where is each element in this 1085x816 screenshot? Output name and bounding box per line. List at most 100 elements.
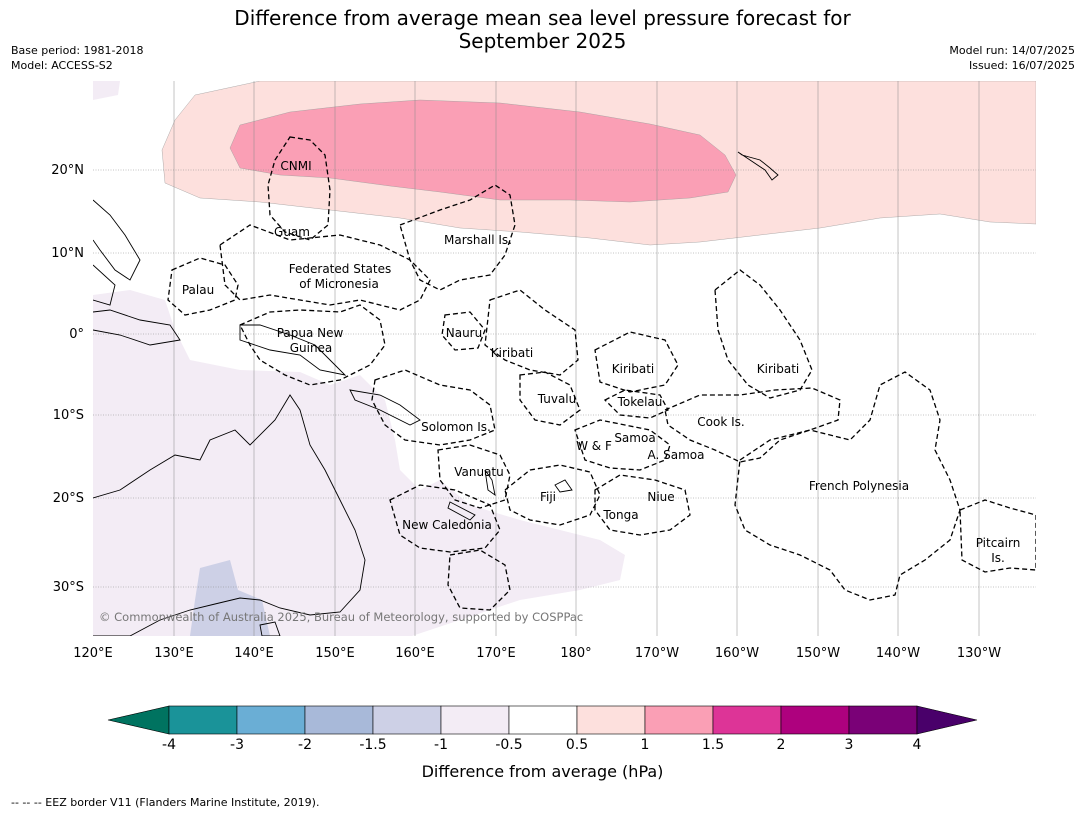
colorbar-tick: 3 [844, 737, 854, 753]
label-new-caledonia: New Caledonia [402, 518, 492, 532]
model-name: Model: ACCESS-S2 [11, 59, 113, 72]
label-tokelau: Tokelau [617, 395, 663, 409]
eez-fsm [219, 224, 431, 311]
lon-tick-label: 160°E [395, 646, 435, 661]
label-pitcairn-1: Pitcairn [976, 536, 1021, 550]
colorbar-tick: -1.5 [359, 737, 387, 753]
label-guam: Guam [274, 225, 310, 239]
label-pitcairn-2: Is. [991, 551, 1005, 565]
lon-tick-label: 130°E [154, 646, 194, 661]
eez-vanuatu [437, 444, 511, 509]
colorbar-tick: 1 [640, 737, 650, 753]
lon-tick-label: 130°W [957, 646, 1001, 661]
colorbar-swatch [780, 705, 850, 735]
label-solomon: Solomon Is. [421, 420, 491, 434]
issued-date: Issued: 16/07/2025 [968, 59, 1075, 72]
colorbar-swatch [236, 705, 306, 735]
colorbar-tick: -4 [162, 737, 176, 753]
colorbar-tick: -0.5 [495, 737, 523, 753]
label-cook: Cook Is. [697, 415, 744, 429]
eez-norfolk [447, 549, 511, 611]
colorbar-swatch [168, 705, 238, 735]
colorbar-tick: 1.5 [701, 737, 725, 753]
label-nauru: Nauru [446, 326, 482, 340]
colorbar-tick: -2 [298, 737, 312, 753]
colorbar-swatch [372, 705, 442, 735]
colorbar-swatch [304, 705, 374, 735]
colorbar-swatch [712, 705, 782, 735]
eez-kiribati-central [594, 331, 679, 393]
meta-left: Base period: 1981-2018 Model: ACCESS-S2 [11, 43, 143, 73]
label-fsm-1: Federated States [289, 262, 391, 276]
lon-tick-label: 170°W [635, 646, 679, 661]
lat-tick-label: 0° [69, 327, 84, 342]
eez-footnote: -- -- -- EEZ border V11 (Flanders Marine… [11, 796, 320, 809]
eez-nauru [441, 311, 486, 351]
colorbar-swatch [848, 705, 918, 735]
label-kiribati-west: Kiribati [491, 346, 533, 360]
lon-tick-label: 170°E [476, 646, 516, 661]
region-labels: CNMI Guam Marshall Is. Palau Federated S… [182, 159, 1020, 565]
meta-right: Model run: 14/07/2025 Issued: 16/07/2025 [949, 43, 1075, 73]
fiji-coast [554, 479, 573, 493]
colorbar-tick: 2 [776, 737, 786, 753]
hawaii-coast [737, 151, 779, 181]
colorbar-label: Difference from average (hPa) [421, 762, 664, 781]
australia-coast [93, 394, 366, 636]
tasmania-coast [259, 621, 281, 636]
lon-tick-label: 150°E [315, 646, 355, 661]
copyright-text: © Commonwealth of Australia 2025, Bureau… [99, 610, 583, 624]
label-fiji: Fiji [540, 490, 556, 504]
eez-png [239, 304, 386, 386]
label-cnmi: CNMI [280, 159, 311, 173]
anomaly-area-minus-0-5 [93, 290, 625, 636]
lon-tick-label: 120°E [73, 646, 113, 661]
colorbar-swatch [440, 705, 510, 735]
eez-palau [167, 257, 239, 316]
longitude-labels: 120°E 130°E 140°E 150°E 160°E 170°E 180° 170°W 1… [73, 646, 1001, 661]
label-asamoa: A. Samoa [648, 448, 705, 462]
map-figure: © Commonwealth of Australia 2025, Bureau… [51, 81, 1036, 661]
eez-tonga-niue [594, 474, 691, 536]
lon-tick-label: 140°W [876, 646, 920, 661]
colorbar-swatch [576, 705, 646, 735]
eez-cnmi-guam [267, 136, 331, 241]
label-niue: Niue [647, 490, 674, 504]
colorbar-tick: 4 [912, 737, 922, 753]
map-title: Difference from average mean sea level p… [0, 7, 1085, 53]
colorbar-extend-high [916, 705, 978, 735]
eez-new-caledonia [389, 484, 501, 553]
lat-tick-label: 10°S [53, 408, 84, 423]
png-coast [239, 324, 347, 376]
colorbar-tick: 0.5 [565, 737, 589, 753]
model-run: Model run: 14/07/2025 [949, 44, 1075, 57]
eez-tokelau [603, 389, 669, 419]
borneo-coast [93, 264, 116, 306]
lat-tick-label: 10°N [51, 246, 84, 261]
lon-tick-label: 140°E [234, 646, 274, 661]
label-png-2: Guinea [290, 341, 333, 355]
label-png-1: Papua New [277, 326, 344, 340]
label-wf: W & F [576, 439, 612, 453]
anomaly-area-plus-1 [229, 99, 737, 203]
eez-kiribati-east [714, 269, 813, 399]
colorbar-tick: -1 [434, 737, 448, 753]
colorbar-tick: -3 [230, 737, 244, 753]
colorbar-swatch [508, 705, 578, 735]
base-period: Base period: 1981-2018 [11, 44, 144, 57]
philippines-coast [93, 199, 141, 281]
eez-tuvalu [519, 371, 581, 426]
coastlines [93, 151, 779, 636]
eez-borders [167, 136, 1036, 611]
colorbar-extend-low [107, 705, 170, 735]
vanuatu-coast [484, 469, 496, 497]
lon-tick-label: 180° [560, 646, 591, 661]
graticule [93, 81, 1036, 636]
label-samoa: Samoa [614, 431, 655, 445]
label-palau: Palau [182, 283, 214, 297]
anomaly-area-minus-0-5-top [93, 81, 120, 100]
latitude-labels: 20°N 10°N 0° 10°S 20°S 30°S [51, 163, 84, 595]
label-vanuatu: Vanuatu [454, 465, 504, 479]
label-tuvalu: Tuvalu [537, 392, 577, 406]
label-tonga: Tonga [602, 508, 638, 522]
